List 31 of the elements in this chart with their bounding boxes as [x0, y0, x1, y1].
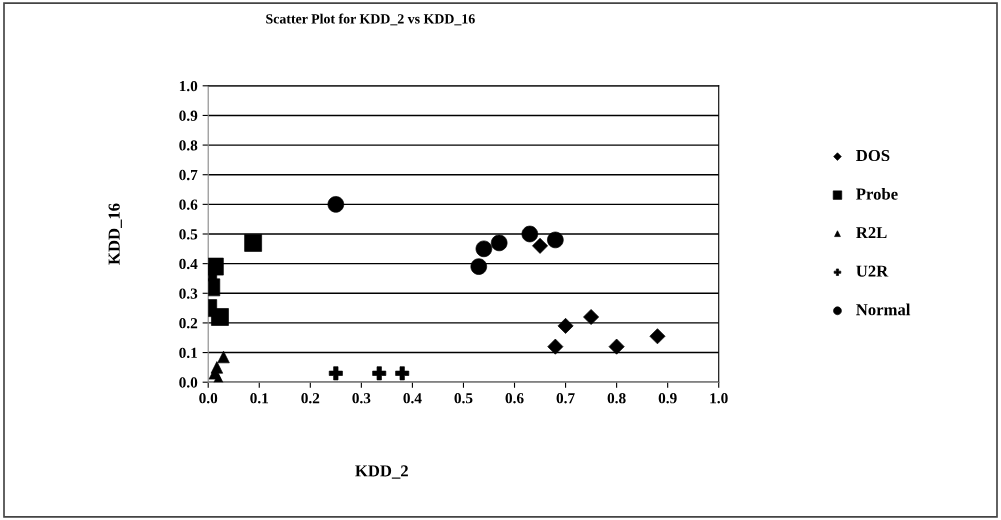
point [490, 234, 508, 252]
x-axis-title: KDD_2 [355, 465, 408, 479]
legend-label: R2L [856, 227, 887, 239]
y-tick-label: 0.4 [179, 258, 198, 270]
chart-title: Scatter Plot for KDD_2 vs KDD_16 [266, 13, 475, 26]
y-tick-label: 0.7 [179, 169, 198, 181]
x-tick-label: 0.5 [454, 393, 473, 404]
x-tick-label: 1.0 [710, 393, 728, 404]
y-tick-label: 0.0 [179, 377, 198, 388]
x-tick-label: 0.3 [352, 393, 371, 404]
x-tick-label: 0.9 [658, 393, 677, 404]
y-tick-label: 0.1 [179, 347, 197, 359]
legend-label: Normal [856, 303, 911, 316]
legend-label: DOS [856, 149, 890, 162]
y-tick-label: 0.5 [179, 229, 198, 240]
y-axis-title: KDD_16 [108, 203, 122, 265]
x-tick-label: 0.2 [301, 393, 320, 404]
x-tick-label: 0.4 [403, 393, 422, 404]
x-tick-label: 0.1 [250, 393, 269, 404]
y-tick-label: 1.0 [179, 80, 198, 92]
x-tick-label: 0.8 [607, 393, 626, 404]
x-tick-label: 0.0 [199, 393, 218, 404]
y-tick-label: 0.2 [179, 318, 198, 329]
legend-label: Probe [856, 187, 898, 200]
y-tick-label: 0.8 [179, 140, 198, 151]
y-tick-label: 0.6 [179, 199, 198, 210]
y-tick-label: 0.3 [179, 288, 198, 299]
legend-label: U2R [856, 265, 889, 277]
y-tick-label: 0.9 [179, 110, 198, 121]
x-tick-label: 0.7 [556, 393, 575, 404]
x-tick-label: 0.6 [505, 393, 524, 404]
